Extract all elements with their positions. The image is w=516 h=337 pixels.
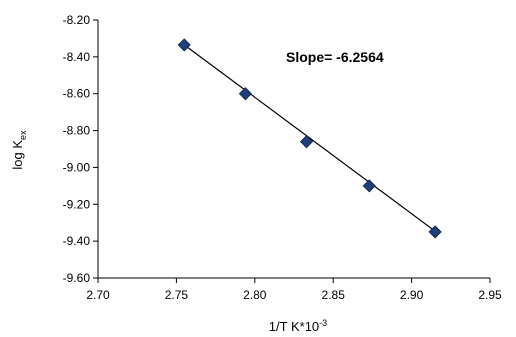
x-ticks: 2.70 2.75 2.80 2.85 2.90 2.95 [86,278,502,302]
trendline [183,44,436,232]
y-axis-label: log Kex [10,130,28,170]
x-tick-label: 2.95 [478,288,502,302]
data-points [177,38,442,239]
x-tick-label: 2.85 [322,288,346,302]
slope-annotation: Slope= -6.2564 [286,49,384,65]
x-tick-label: 2.80 [243,288,267,302]
y-tick-label: -8.20 [63,13,91,27]
y-tick-label: -9.20 [63,197,91,211]
data-point [177,38,191,52]
y-tick-label: -8.40 [63,50,91,64]
data-point [362,179,376,193]
y-tick-label: -8.60 [63,87,91,101]
y-tick-label: -9.40 [63,234,91,248]
y-tick-label: -9.00 [63,160,91,174]
x-axis-label: 1/T K*10-3 [269,318,327,334]
data-point [299,135,314,149]
x-tick-label: 2.70 [86,288,110,302]
data-point [428,225,442,239]
x-tick-label: 2.90 [400,288,424,302]
trendline-group [183,44,436,232]
y-tick-label: -8.80 [63,124,91,138]
x-tick-label: 2.75 [165,288,189,302]
y-ticks: -8.20 -8.40 -8.60 -8.80 -9.00 -9.20 -9.40 -9.60 [63,13,98,285]
data-point [238,87,252,101]
y-tick-label: -9.60 [63,271,91,285]
